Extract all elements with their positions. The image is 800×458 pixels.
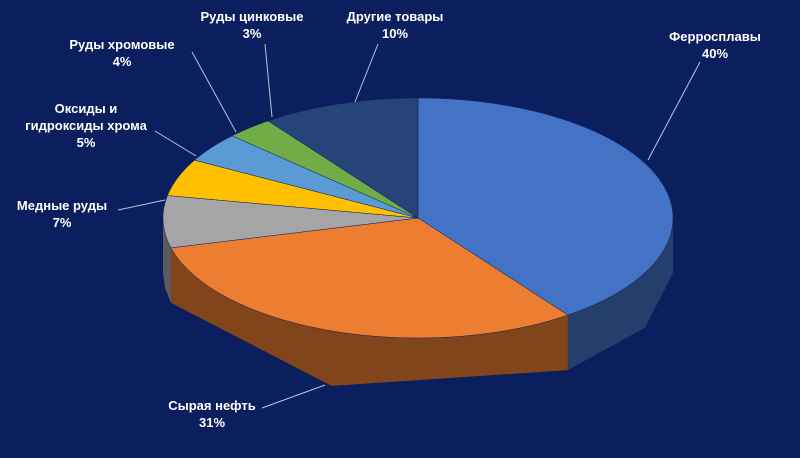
slice [194,135,419,219]
slice [167,159,419,219]
value-label: 3% [242,26,262,41]
value-label: 31% [198,415,226,430]
value-label: 4% [112,54,132,69]
data-label: Другие товары 10% [320,8,470,42]
category-label: Руды цинковые [200,9,304,24]
slice [267,97,419,219]
category-label: Ферросплавы [669,29,761,44]
data-label: Руды цинковые 3% [177,8,327,42]
data-label: Сырая нефть 31% [137,397,287,431]
leader-line [264,43,273,118]
data-label: Ферросплавы 40% [640,28,790,62]
slice [417,97,674,316]
slice-side [163,218,172,303]
category-label: Руды хромовые [69,37,175,52]
leader-line [117,199,166,211]
category-label: Сырая нефть [168,398,256,413]
value-label: 5% [76,135,96,150]
data-label: Руды хромовые 4% [47,36,197,70]
category-label: Медные руды [16,198,108,213]
leader-line [261,384,326,409]
value-label: 7% [52,215,72,230]
value-label: 10% [381,26,409,41]
data-label: Оксиды и гидроксиды хрома 5% [25,100,147,151]
slice-side [567,218,673,371]
category-label: Другие товары [346,9,444,24]
leader-line [647,61,701,161]
leader-line [354,43,379,103]
slice [170,217,569,339]
slice-side [171,247,568,386]
category-label: Оксиды и гидроксиды хрома [25,101,147,133]
value-label: 40% [701,46,729,61]
slice [231,120,419,219]
leader-line [191,51,237,133]
data-label: Медные руды 7% [2,197,122,231]
leader-line [154,130,197,157]
slice [162,195,419,249]
